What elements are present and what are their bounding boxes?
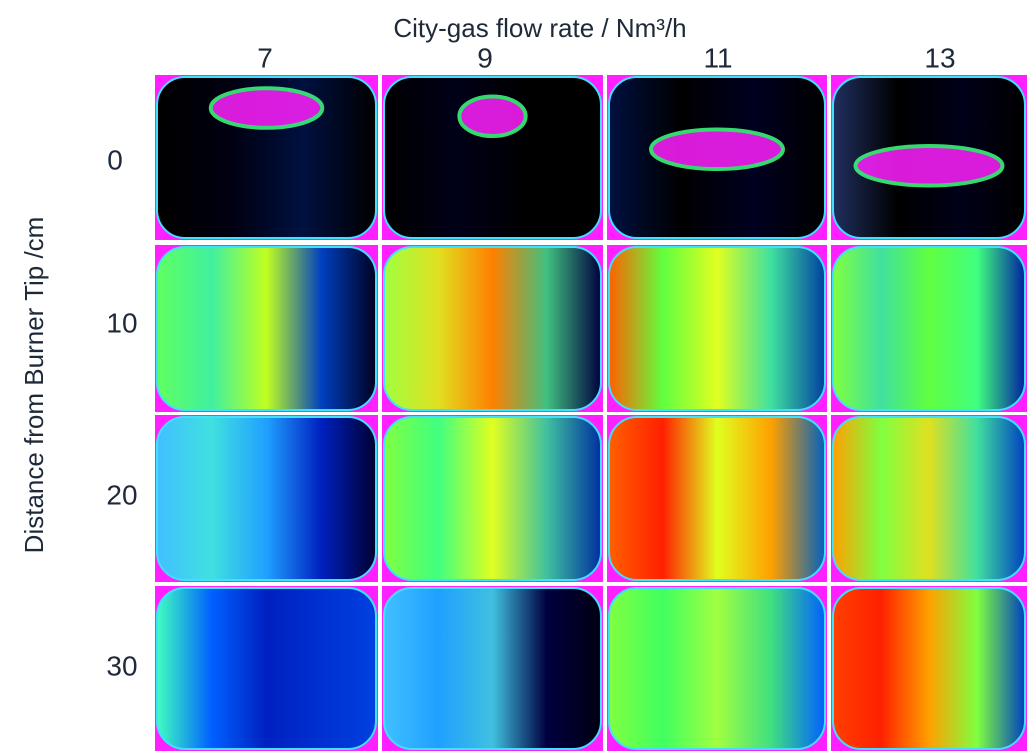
column-label: 7 xyxy=(257,42,273,73)
flame-image xyxy=(383,76,602,239)
flame-image xyxy=(832,246,1026,411)
flame-image xyxy=(832,587,1026,750)
flame-front xyxy=(208,86,325,130)
flame-front xyxy=(457,94,528,139)
flame-image xyxy=(156,76,377,239)
image-grid xyxy=(155,75,1027,751)
flame-image xyxy=(608,246,826,411)
flame-image xyxy=(608,416,826,581)
column-label: 13 xyxy=(924,42,955,73)
row-label: 20 xyxy=(106,479,137,510)
y-axis-label: Distance from Burner Tip /cm xyxy=(19,217,49,554)
row-label: 10 xyxy=(106,307,137,338)
flame-image xyxy=(156,416,377,581)
flame-image xyxy=(832,416,1026,581)
column-label: 11 xyxy=(703,42,732,73)
flame-image xyxy=(156,246,377,411)
flame-image xyxy=(383,416,602,581)
flame-image xyxy=(383,246,602,411)
flame-image xyxy=(608,587,826,750)
figure-title: City-gas flow rate / Nm³/h xyxy=(393,13,686,43)
flame-image xyxy=(156,587,377,750)
row-label: 30 xyxy=(106,650,137,681)
flame-front xyxy=(649,127,785,172)
flame-image xyxy=(383,587,602,750)
flame-front xyxy=(853,143,1005,188)
row-label: 0 xyxy=(107,144,123,175)
column-label: 9 xyxy=(477,42,493,73)
